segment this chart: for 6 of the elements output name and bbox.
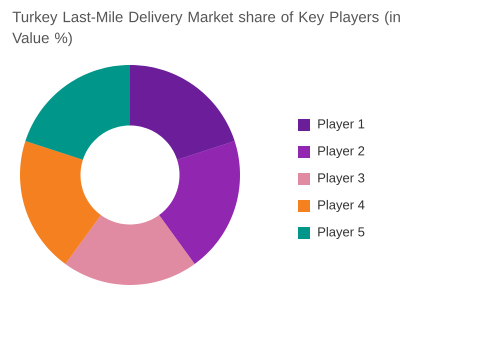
legend-label: Player 5 — [318, 226, 364, 240]
chart-title: Turkey Last-Mile Delivery Market share of Key Players (in Value %) — [12, 11, 400, 46]
legend-label: Player 2 — [318, 146, 364, 158]
legend-label: Player 1 — [318, 118, 364, 132]
legend-label: Player 3 — [318, 172, 364, 186]
legend-label: Player 4 — [318, 200, 364, 212]
